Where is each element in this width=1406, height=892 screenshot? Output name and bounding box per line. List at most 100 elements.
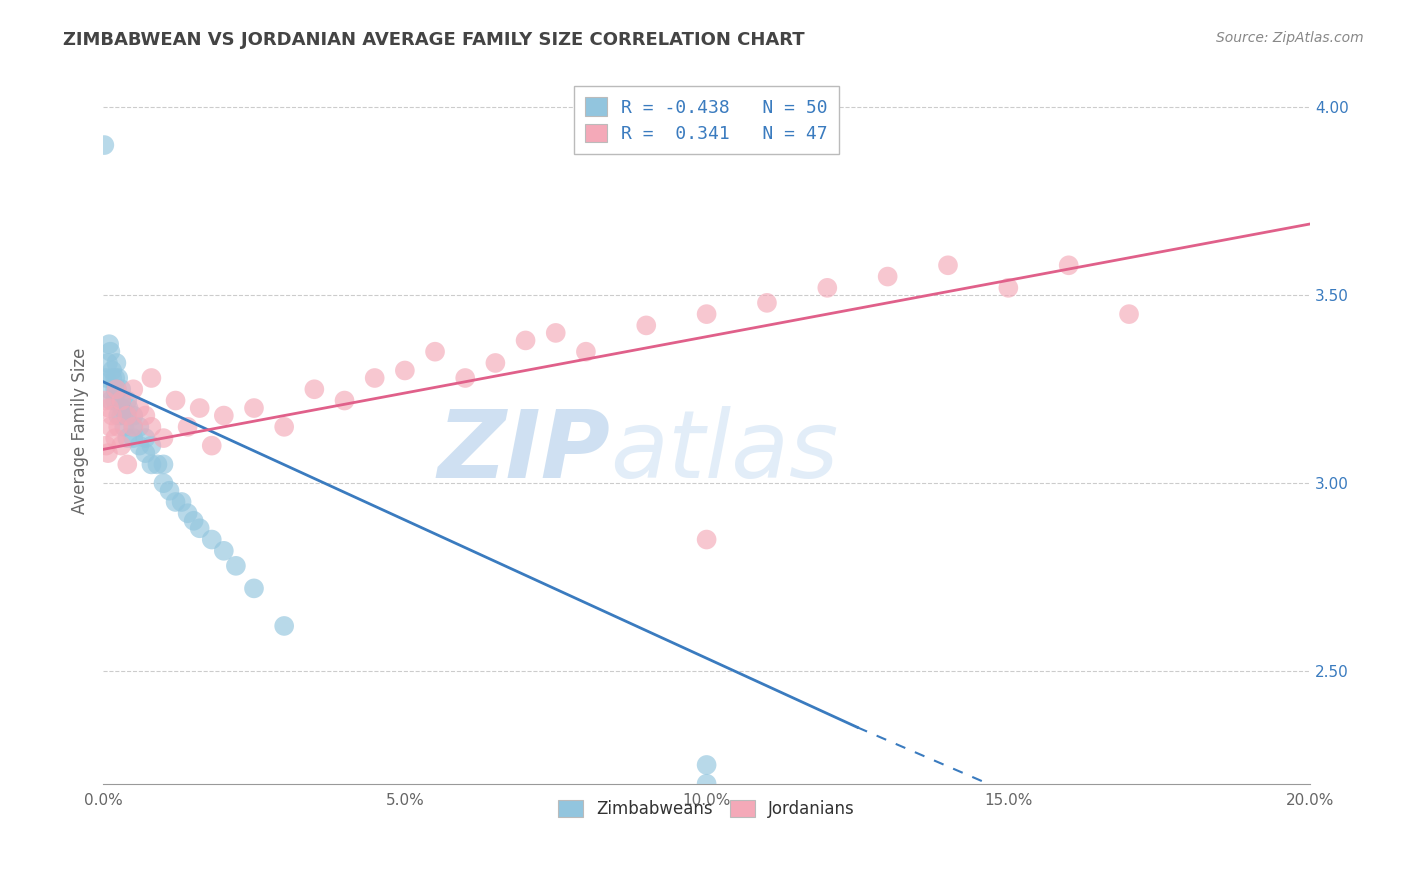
Point (188, 401, 211, 415)
Point (110, 439, 132, 453)
Point (128, 420, 150, 434)
Point (152, 431, 174, 445)
Point (134, 446, 156, 460)
Point (636, 318, 658, 333)
Point (243, 401, 266, 415)
Point (98, 420, 121, 434)
Point (423, 344, 446, 359)
Point (201, 439, 224, 453)
Point (696, 307, 718, 321)
Point (111, 401, 134, 415)
Point (515, 334, 537, 348)
Point (107, 420, 129, 434)
Point (333, 393, 356, 408)
Point (93, 138, 115, 153)
Point (112, 420, 135, 434)
Point (141, 420, 163, 434)
Point (273, 420, 295, 434)
Point (363, 371, 385, 385)
Point (110, 409, 132, 423)
Point (128, 401, 150, 415)
Point (176, 420, 198, 434)
Point (225, 558, 247, 573)
Point (98, 337, 121, 351)
Point (936, 258, 959, 272)
Point (101, 363, 124, 377)
Point (128, 439, 150, 453)
Point (1057, 258, 1080, 272)
Point (141, 458, 163, 472)
Point (815, 281, 838, 295)
Point (243, 582, 266, 596)
Point (117, 393, 139, 408)
Point (165, 495, 187, 509)
Text: ZIMBABWEAN VS JORDANIAN AVERAGE FAMILY SIZE CORRELATION CHART: ZIMBABWEAN VS JORDANIAN AVERAGE FAMILY S… (63, 31, 804, 49)
Point (212, 409, 235, 423)
Point (134, 409, 156, 423)
Point (152, 458, 174, 472)
Point (454, 371, 477, 385)
Point (105, 356, 128, 370)
Point (117, 401, 139, 415)
Point (165, 393, 187, 408)
Text: Source: ZipAtlas.com: Source: ZipAtlas.com (1216, 31, 1364, 45)
Point (304, 382, 326, 396)
Text: atlas: atlas (610, 406, 838, 497)
Point (134, 431, 156, 445)
Point (94, 439, 117, 453)
Text: ZIP: ZIP (437, 406, 610, 498)
Point (105, 382, 128, 396)
Point (98, 344, 121, 359)
Point (183, 514, 205, 528)
Point (188, 521, 211, 535)
Point (159, 483, 181, 498)
Point (117, 409, 139, 423)
Point (696, 777, 718, 791)
Point (484, 356, 506, 370)
Point (170, 495, 193, 509)
Point (97, 356, 120, 370)
Point (696, 758, 718, 772)
Point (755, 296, 778, 310)
Point (104, 382, 127, 396)
Point (101, 409, 124, 423)
Point (98, 382, 121, 396)
Point (104, 431, 127, 445)
Point (110, 393, 132, 408)
Point (122, 420, 145, 434)
Point (105, 382, 128, 396)
Point (104, 371, 127, 385)
Point (141, 439, 163, 453)
Point (201, 533, 224, 547)
Point (122, 382, 145, 396)
Point (110, 393, 132, 408)
Point (696, 533, 718, 547)
Point (97, 446, 120, 460)
Point (100, 393, 122, 408)
Point (94, 371, 117, 385)
Point (98, 401, 121, 415)
Point (94, 393, 117, 408)
Point (544, 326, 567, 340)
Point (146, 458, 169, 472)
Point (101, 371, 124, 385)
Point (394, 363, 416, 377)
Point (176, 506, 198, 520)
Point (575, 344, 598, 359)
Point (1118, 307, 1140, 321)
Point (273, 619, 295, 633)
Point (212, 543, 235, 558)
Point (876, 269, 898, 284)
Point (997, 281, 1019, 295)
Legend: Zimbabweans, Jordanians: Zimbabweans, Jordanians (551, 793, 862, 825)
Point (122, 420, 145, 434)
Point (117, 431, 139, 445)
Point (122, 409, 145, 423)
Point (107, 409, 129, 423)
Y-axis label: Average Family Size: Average Family Size (72, 347, 89, 514)
Point (117, 409, 139, 423)
Point (122, 431, 145, 445)
Point (117, 458, 139, 472)
Point (110, 382, 132, 396)
Point (104, 393, 127, 408)
